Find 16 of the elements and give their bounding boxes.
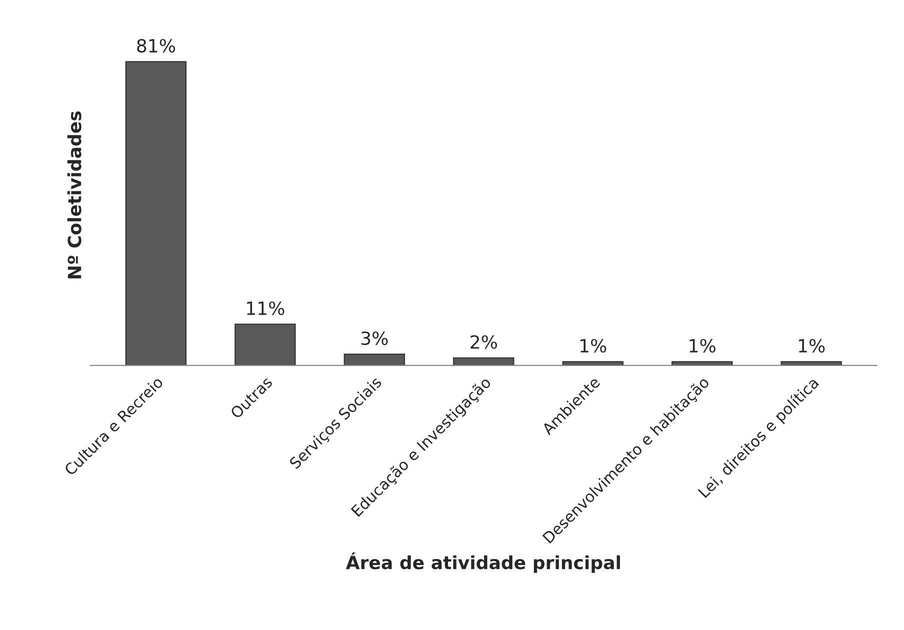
data-label: 1% (799, 338, 825, 353)
x-axis-title: Área de atividade principal (346, 552, 620, 573)
data-label: 1% (580, 338, 606, 353)
bar (234, 324, 296, 366)
bar (780, 361, 842, 366)
bar (125, 61, 187, 366)
bar (344, 354, 405, 366)
data-label: 3% (361, 331, 388, 346)
bar (453, 357, 514, 366)
bar (562, 361, 624, 366)
bar (672, 361, 733, 366)
data-label: 11% (247, 301, 284, 316)
data-label: 2% (470, 335, 497, 349)
data-label: 1% (690, 338, 716, 353)
data-label: 81% (137, 38, 176, 53)
y-axis-title: Nº Coletividades (67, 111, 82, 278)
